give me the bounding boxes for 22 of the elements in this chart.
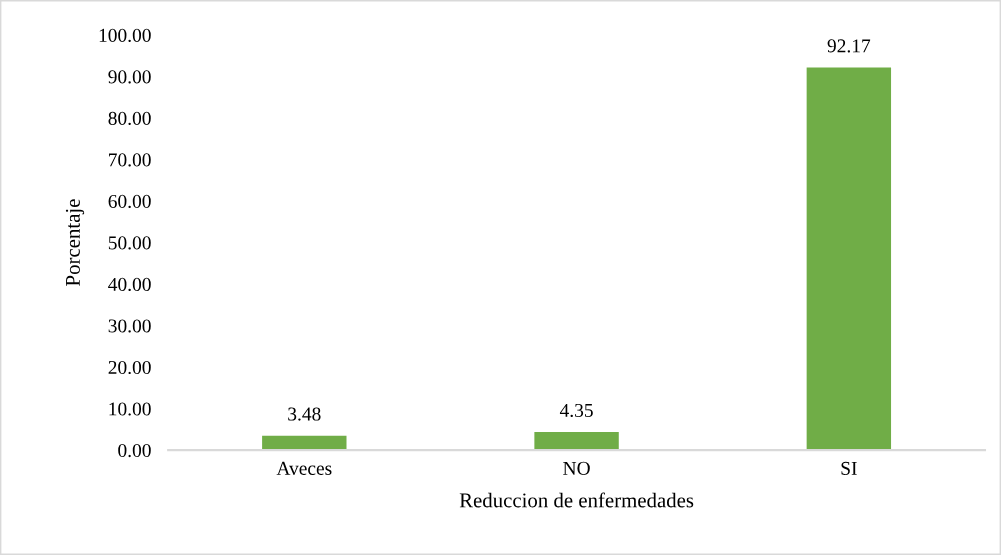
y-tick-label: 70.00 [109,153,151,167]
y-tick-label: 30.00 [108,319,151,333]
y-tick-label: 80.00 [108,111,151,126]
y-tick-label: 90.00 [108,70,151,84]
x-axis-title: Reduccion de enfermedades [459,492,694,508]
data-label: 4.35 [559,403,593,418]
x-tick-label: NO [563,461,590,475]
y-tick-label: 40.00 [108,277,151,292]
y-tick-label: 60.00 [108,194,151,209]
y-tick-label: 20.00 [108,360,151,375]
data-label: 92.17 [827,39,871,53]
x-tick-label: Aveces [276,461,332,475]
y-tick-label: 50.00 [108,236,151,250]
bar [806,67,892,451]
bar [534,432,619,451]
bar [262,435,347,451]
y-axis-title: Porcentaje [65,199,85,286]
data-label: 3.48 [288,407,321,421]
y-tick-label: 0.00 [118,443,151,458]
y-tick-label: 100.00 [99,28,151,42]
y-tick-label: 10.00 [109,402,151,416]
x-tick-label: SI [841,461,857,475]
